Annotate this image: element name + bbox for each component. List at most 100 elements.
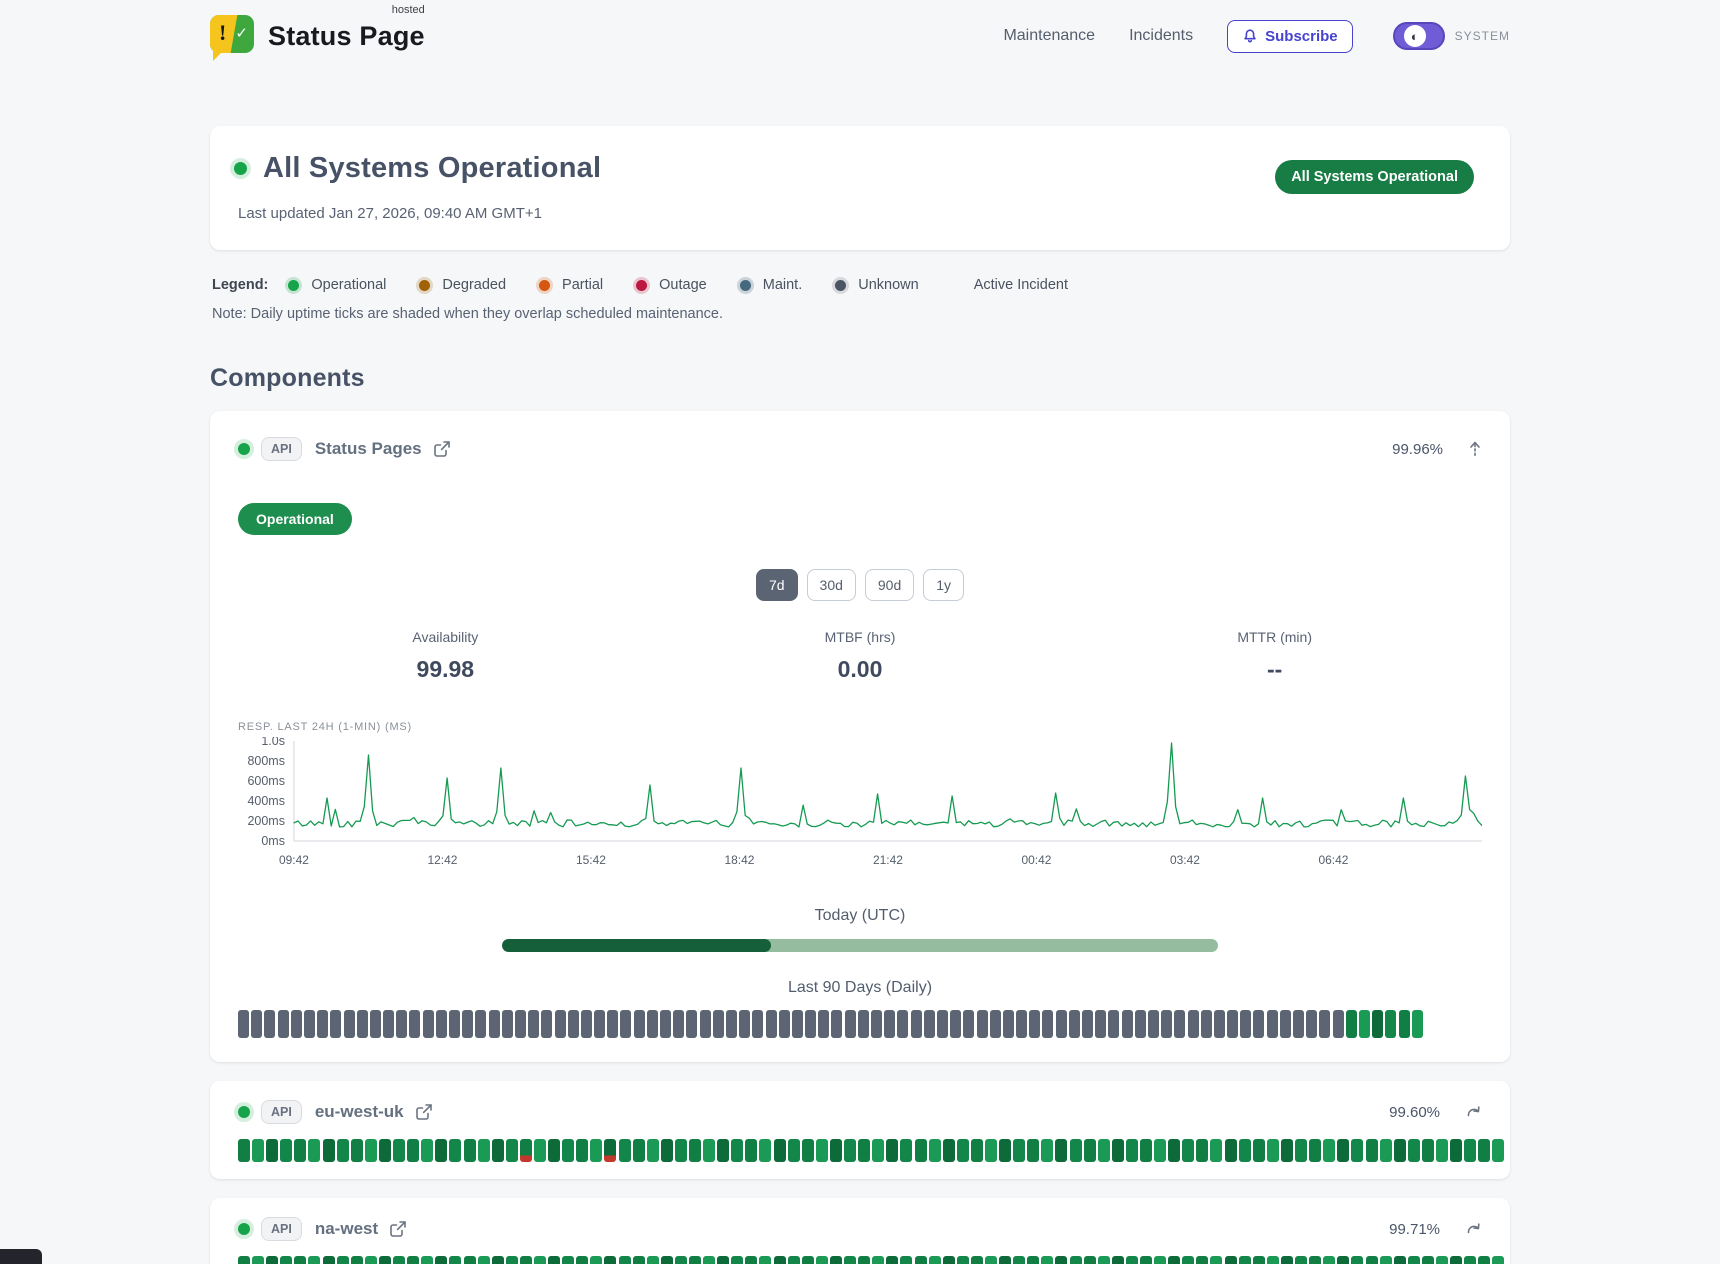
uptime-tick[interactable]	[1182, 1256, 1194, 1264]
uptime-tick[interactable]	[1084, 1139, 1096, 1162]
uptime-tick[interactable]	[647, 1256, 659, 1264]
uptime-tick[interactable]	[971, 1139, 983, 1162]
uptime-tick[interactable]	[752, 1010, 763, 1038]
uptime-tick[interactable]	[717, 1256, 729, 1264]
uptime-tick[interactable]	[1295, 1139, 1307, 1162]
uptime-tick[interactable]	[1333, 1010, 1344, 1038]
uptime-tick[interactable]	[713, 1010, 724, 1038]
uptime-tick[interactable]	[999, 1256, 1011, 1264]
uptime-tick[interactable]	[1380, 1256, 1392, 1264]
uptime-tick[interactable]	[423, 1010, 434, 1038]
uptime-tick[interactable]	[278, 1010, 289, 1038]
uptime-tick[interactable]	[766, 1010, 777, 1038]
uptime-tick[interactable]	[1492, 1139, 1504, 1162]
uptime-tick[interactable]	[858, 1010, 869, 1038]
uptime-tick[interactable]	[1003, 1010, 1014, 1038]
uptime-tick[interactable]	[238, 1139, 250, 1162]
uptime-tick[interactable]	[1372, 1010, 1383, 1038]
uptime-tick[interactable]	[1478, 1139, 1490, 1162]
uptime-tick[interactable]	[1041, 1256, 1053, 1264]
uptime-tick[interactable]	[562, 1256, 574, 1264]
uptime-tick[interactable]	[943, 1139, 955, 1162]
uptime-tick[interactable]	[541, 1010, 552, 1038]
uptime-tick[interactable]	[294, 1139, 306, 1162]
uptime-tick[interactable]	[464, 1256, 476, 1264]
uptime-tick[interactable]	[689, 1256, 701, 1264]
uptime-tick[interactable]	[1095, 1010, 1106, 1038]
uptime-tick[interactable]	[264, 1010, 275, 1038]
component-header[interactable]: API eu-west-uk 99.60%	[238, 1100, 1482, 1124]
uptime-tick[interactable]	[337, 1139, 349, 1162]
uptime-tick[interactable]	[844, 1139, 856, 1162]
uptime-tick[interactable]	[478, 1139, 490, 1162]
uptime-tick[interactable]	[1027, 1256, 1039, 1264]
uptime-tick[interactable]	[379, 1139, 391, 1162]
uptime-tick[interactable]	[1027, 1139, 1039, 1162]
uptime-tick[interactable]	[393, 1139, 405, 1162]
uptime-tick[interactable]	[1041, 1139, 1053, 1162]
uptime-tick[interactable]	[844, 1256, 856, 1264]
uptime-tick[interactable]	[872, 1139, 884, 1162]
uptime-tick[interactable]	[1042, 1010, 1053, 1038]
uptime-tick[interactable]	[779, 1010, 790, 1038]
uptime-tick[interactable]	[421, 1139, 433, 1162]
uptime-tick[interactable]	[308, 1256, 320, 1264]
uptime-tick[interactable]	[291, 1010, 302, 1038]
uptime-tick[interactable]	[971, 1256, 983, 1264]
uptime-tick[interactable]	[897, 1010, 908, 1038]
uptime-tick[interactable]	[449, 1139, 461, 1162]
uptime-tick[interactable]	[1309, 1139, 1321, 1162]
uptime-tick[interactable]	[1154, 1139, 1166, 1162]
uptime-tick[interactable]	[759, 1256, 771, 1264]
uptime-tick[interactable]	[1055, 1256, 1067, 1264]
uptime-tick[interactable]	[858, 1139, 870, 1162]
uptime-tick[interactable]	[464, 1139, 476, 1162]
uptime-tick[interactable]	[619, 1256, 631, 1264]
uptime-tick[interactable]	[323, 1256, 335, 1264]
uptime-tick[interactable]	[900, 1256, 912, 1264]
uptime-tick[interactable]	[520, 1256, 532, 1264]
uptime-tick[interactable]	[900, 1139, 912, 1162]
uptime-tick[interactable]	[1196, 1139, 1208, 1162]
uptime-tick[interactable]	[999, 1139, 1011, 1162]
external-link-icon[interactable]	[389, 1220, 407, 1238]
uptime-tick[interactable]	[957, 1139, 969, 1162]
uptime-tick[interactable]	[929, 1256, 941, 1264]
theme-toggle[interactable]: ◐	[1393, 22, 1445, 50]
component-header[interactable]: API na-west 99.71%	[238, 1217, 1482, 1241]
uptime-tick[interactable]	[957, 1256, 969, 1264]
uptime-tick[interactable]	[943, 1256, 955, 1264]
uptime-tick[interactable]	[317, 1010, 328, 1038]
uptime-tick[interactable]	[407, 1256, 419, 1264]
uptime-tick[interactable]	[1450, 1256, 1462, 1264]
uptime-tick[interactable]	[407, 1139, 419, 1162]
brand-logo[interactable]: ! ✓ Status Page hosted	[210, 13, 425, 59]
uptime-tick[interactable]	[1366, 1256, 1378, 1264]
uptime-tick[interactable]	[1253, 1256, 1265, 1264]
uptime-tick[interactable]	[700, 1010, 711, 1038]
uptime-tick[interactable]	[1126, 1256, 1138, 1264]
uptime-tick[interactable]	[576, 1139, 588, 1162]
uptime-tick[interactable]	[1154, 1256, 1166, 1264]
uptime-tick[interactable]	[1319, 1010, 1330, 1038]
uptime-tick[interactable]	[937, 1010, 948, 1038]
uptime-tick[interactable]	[745, 1256, 757, 1264]
uptime-tick[interactable]	[1323, 1256, 1335, 1264]
uptime-tick[interactable]	[911, 1010, 922, 1038]
uptime-tick[interactable]	[886, 1256, 898, 1264]
uptime-tick[interactable]	[1210, 1256, 1222, 1264]
uptime-tick[interactable]	[673, 1010, 684, 1038]
uptime-tick[interactable]	[1436, 1256, 1448, 1264]
uptime-tick[interactable]	[1408, 1256, 1420, 1264]
uptime-tick[interactable]	[1337, 1139, 1349, 1162]
uptime-tick[interactable]	[689, 1139, 701, 1162]
uptime-tick[interactable]	[1112, 1139, 1124, 1162]
uptime-tick[interactable]	[308, 1139, 320, 1162]
uptime-tick[interactable]	[1464, 1256, 1476, 1264]
uptime-tick[interactable]	[731, 1256, 743, 1264]
uptime-tick[interactable]	[534, 1256, 546, 1264]
uptime-tick[interactable]	[1281, 1256, 1293, 1264]
uptime-tick[interactable]	[266, 1139, 278, 1162]
uptime-tick[interactable]	[492, 1139, 504, 1162]
uptime-tick[interactable]	[436, 1010, 447, 1038]
